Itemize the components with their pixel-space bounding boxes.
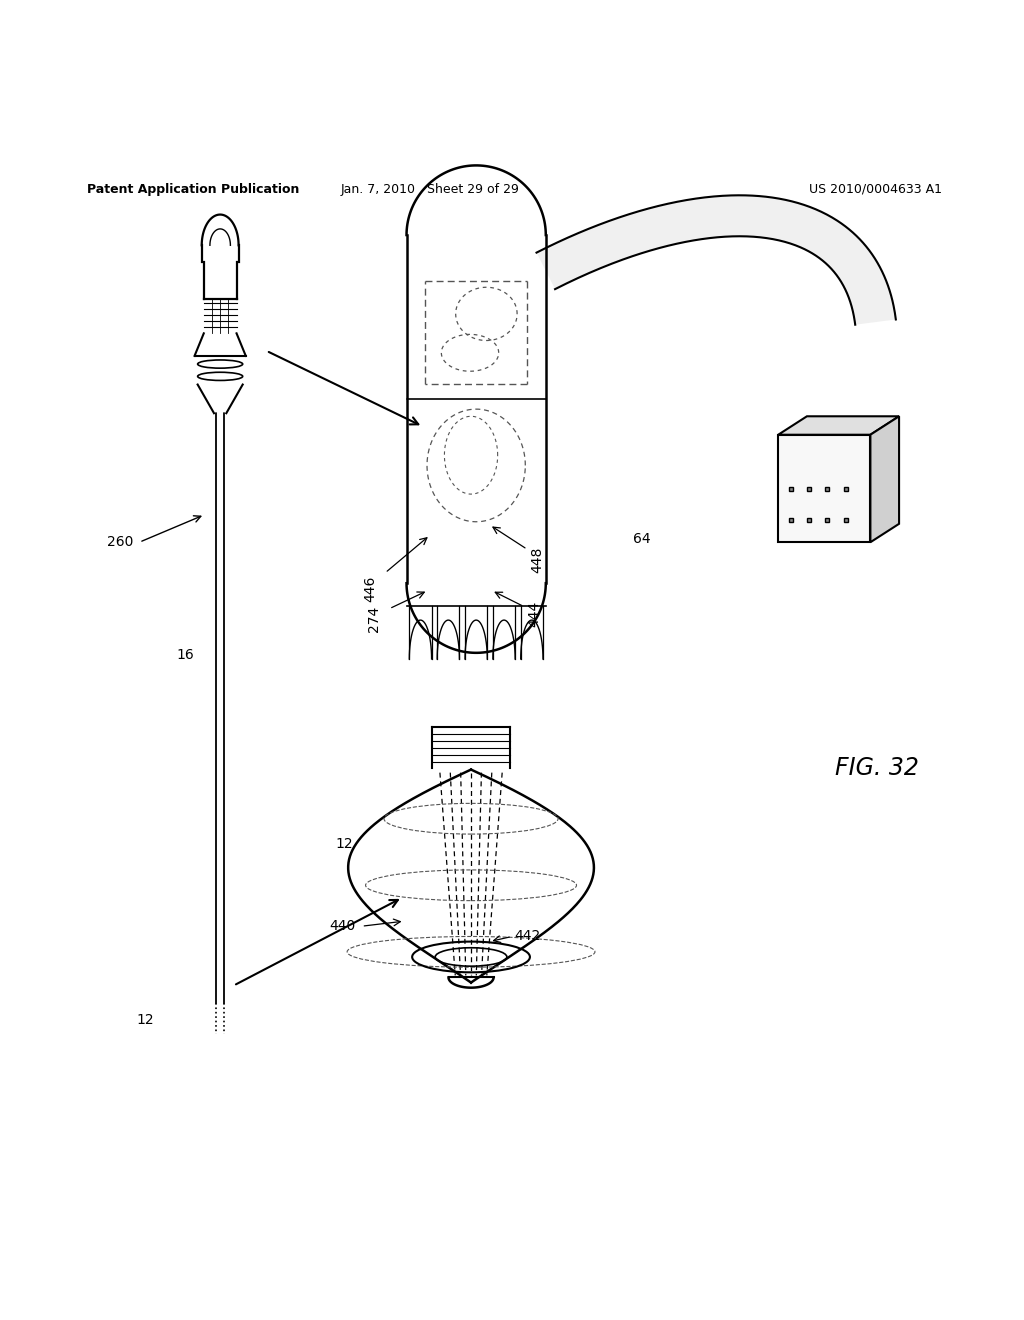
Polygon shape (778, 416, 899, 434)
Text: 442: 442 (514, 929, 541, 944)
Text: 12: 12 (336, 837, 353, 851)
Polygon shape (778, 434, 870, 543)
Text: US 2010/0004633 A1: US 2010/0004633 A1 (809, 182, 942, 195)
Text: 446: 446 (362, 576, 377, 602)
Text: 448: 448 (530, 546, 545, 573)
Polygon shape (537, 195, 896, 325)
Text: 260: 260 (106, 535, 133, 549)
Text: Patent Application Publication: Patent Application Publication (87, 182, 299, 195)
Text: 16: 16 (177, 648, 195, 661)
Text: FIG. 32: FIG. 32 (835, 755, 919, 780)
Text: 64: 64 (633, 532, 650, 546)
Polygon shape (870, 416, 899, 543)
Text: Jan. 7, 2010   Sheet 29 of 29: Jan. 7, 2010 Sheet 29 of 29 (341, 182, 519, 195)
Text: 440: 440 (329, 919, 355, 933)
Text: 12: 12 (136, 1014, 154, 1027)
Text: 274: 274 (367, 606, 381, 632)
Text: 444: 444 (527, 601, 542, 627)
